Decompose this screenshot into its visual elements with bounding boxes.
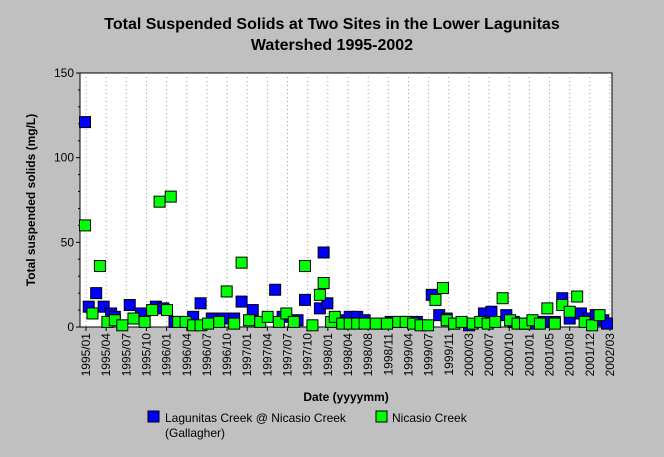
point-nicasio [287, 315, 300, 328]
point-nicasio [116, 319, 129, 332]
point-nicasio [161, 304, 174, 317]
point-nicasio [563, 305, 576, 318]
point-nicasio [79, 219, 91, 232]
legend-label-nicasio: Nicasio Creek [392, 411, 468, 425]
point-lagunitas [194, 297, 207, 310]
point-nicasio [586, 319, 599, 332]
point-lagunitas [235, 295, 248, 308]
point-lagunitas [123, 298, 136, 311]
x-tick-label: 2000/03 [462, 333, 476, 377]
point-nicasio [153, 195, 166, 208]
point-nicasio [313, 288, 326, 301]
point-nicasio [138, 315, 151, 328]
point-lagunitas [317, 246, 330, 259]
point-nicasio [317, 276, 330, 289]
legend-swatch-nicasio [375, 410, 388, 423]
point-lagunitas [79, 116, 91, 129]
x-tick-label: 1996/01 [160, 333, 174, 377]
x-tick-label: 2001/08 [563, 333, 577, 377]
chart-title-line1: Total Suspended Solids at Two Sites in t… [104, 16, 560, 33]
legend-label-lagunitas: Lagunitas Creek @ Nicasio Creek [165, 411, 347, 425]
point-lagunitas [90, 287, 103, 300]
point-lagunitas [485, 305, 498, 318]
point-nicasio [272, 315, 285, 328]
x-tick-label: 1997/10 [301, 333, 315, 377]
y-tick-label: 50 [61, 235, 75, 249]
x-tick-label: 1995/07 [119, 333, 133, 377]
point-nicasio [164, 190, 177, 203]
y-axis-title: Total suspended solids (mg/L) [24, 114, 38, 286]
chart-title-line2: Watershed 1995-2002 [251, 37, 413, 54]
point-nicasio [593, 309, 606, 322]
point-nicasio [280, 307, 293, 320]
x-tick-label: 2001/05 [543, 333, 557, 377]
legend-swatch-lagunitas [147, 410, 160, 423]
x-tick-label: 1995/10 [139, 333, 153, 377]
x-tick-label: 2000/07 [482, 333, 496, 377]
x-tick-label: 1999/11 [442, 333, 456, 376]
x-tick-label: 1996/07 [200, 333, 214, 377]
point-nicasio [86, 307, 99, 320]
point-nicasio [298, 260, 311, 273]
point-nicasio [220, 285, 233, 298]
x-tick-label: 1999/04 [401, 333, 415, 377]
point-nicasio [541, 302, 554, 315]
x-axis-title: Date (yyyymm) [303, 390, 388, 404]
x-tick-label: 2002/03 [603, 333, 617, 377]
point-lagunitas [97, 300, 110, 313]
point-nicasio [235, 256, 248, 269]
x-tick-label: 2001/12 [583, 333, 597, 377]
point-nicasio [533, 317, 546, 330]
point-nicasio [93, 260, 106, 273]
x-tick-label: 1996/10 [220, 333, 234, 377]
point-lagunitas [601, 317, 613, 330]
point-nicasio [422, 319, 435, 332]
point-nicasio [261, 310, 274, 323]
point-nicasio [213, 315, 226, 328]
x-tick-label: 2001/01 [522, 333, 536, 377]
x-tick-label: 1998/01 [321, 333, 335, 377]
y-tick-label: 150 [54, 66, 74, 80]
x-tick-label: 1998/04 [341, 333, 355, 377]
x-tick-label: 1995/01 [79, 333, 93, 377]
point-nicasio [328, 310, 341, 323]
x-tick-label: 1998/11 [381, 333, 395, 376]
x-tick-label: 1997/01 [240, 333, 254, 377]
point-lagunitas [246, 304, 259, 317]
x-tick-label: 2000/10 [502, 333, 516, 377]
x-tick-label: 1997/04 [260, 333, 274, 377]
point-nicasio [369, 317, 382, 330]
point-lagunitas [298, 293, 311, 306]
x-tick-label: 1999/07 [422, 333, 436, 377]
point-nicasio [436, 282, 449, 295]
axis-ticks: 0 50 100 150 1995/01 1995/04 1995/07 1995/10 199… [54, 66, 617, 376]
x-tick-label: 1997/07 [281, 333, 295, 377]
y-tick-label: 100 [54, 151, 74, 165]
legend-label-lagunitas-line2: (Gallagher) [165, 426, 225, 440]
x-tick-label: 1998/08 [361, 333, 375, 377]
y-tick-label: 0 [67, 320, 74, 334]
point-nicasio [429, 293, 442, 306]
point-nicasio [228, 317, 241, 330]
legend: Lagunitas Creek @ Nicasio Creek (Gallagh… [147, 410, 468, 440]
point-nicasio [455, 315, 468, 328]
point-nicasio [202, 317, 215, 330]
point-nicasio [127, 312, 140, 325]
point-nicasio [381, 317, 394, 330]
point-nicasio [548, 317, 561, 330]
point-nicasio [306, 319, 319, 332]
point-nicasio [146, 304, 159, 317]
point-nicasio [496, 292, 509, 305]
point-nicasio [489, 315, 502, 328]
point-nicasio [571, 290, 584, 303]
point-nicasio [358, 317, 371, 330]
data-markers [79, 116, 613, 332]
point-lagunitas [321, 297, 334, 310]
x-tick-label: 1996/04 [180, 333, 194, 377]
x-tick-label: 1995/04 [99, 333, 113, 377]
point-nicasio [556, 298, 569, 311]
point-nicasio [243, 314, 256, 327]
point-lagunitas [269, 283, 282, 296]
